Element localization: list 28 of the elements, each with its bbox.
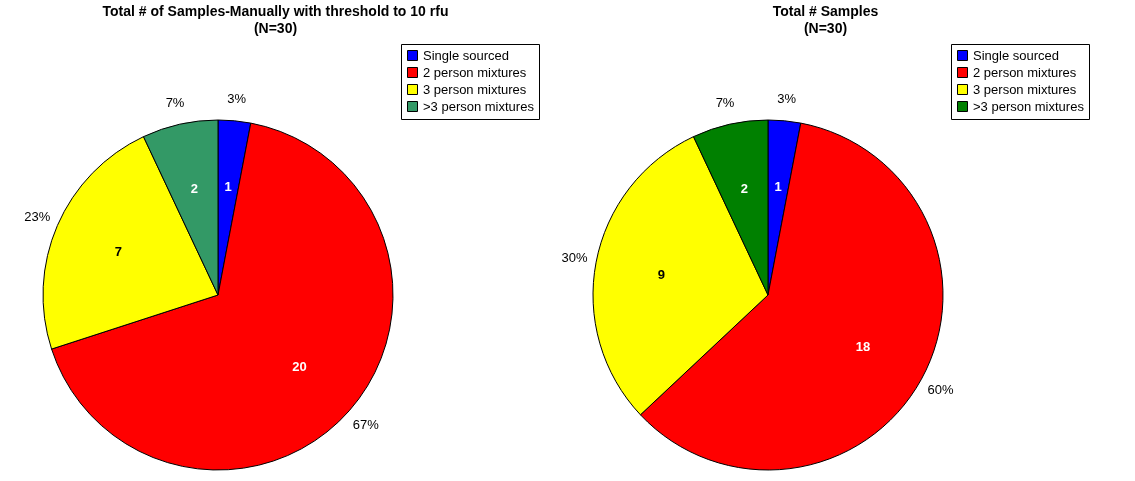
data-label: 7%	[165, 94, 185, 110]
text: 18	[855, 339, 871, 355]
text: 1	[224, 178, 232, 194]
legend-label: >3 person mixtures	[423, 98, 535, 114]
data-label: 23%	[24, 208, 51, 224]
text: 2	[740, 181, 748, 197]
data-label: 3%	[227, 90, 247, 106]
legend-label: Single sourced	[973, 47, 1059, 63]
text: 2	[190, 181, 198, 197]
legend-label: 3 person mixtures	[423, 81, 527, 97]
legend-label: 3 person mixtures	[973, 81, 1077, 97]
data-label: 30%	[561, 250, 588, 266]
chart-title: Total # of Samples-Manually with threshold to 10 rfu	[102, 3, 449, 19]
data-label: 60%	[927, 381, 955, 397]
chart-title: Total # Samples	[772, 3, 879, 19]
data-label: 67%	[352, 417, 380, 433]
data-label: 3%	[777, 90, 797, 106]
legend-label: >3 person mixtures	[973, 98, 1085, 114]
text: 9	[657, 266, 666, 282]
legend-label: 2 person mixtures	[423, 64, 527, 80]
chart-subtitle: (N=30)	[253, 20, 298, 36]
text: 1	[774, 178, 782, 194]
chart-subtitle: (N=30)	[803, 20, 848, 36]
legend-label: 2 person mixtures	[973, 64, 1077, 80]
legend-label: Single sourced	[423, 47, 509, 63]
text: 20	[292, 358, 307, 374]
text: 7	[114, 243, 123, 259]
data-label: 7%	[715, 94, 735, 110]
